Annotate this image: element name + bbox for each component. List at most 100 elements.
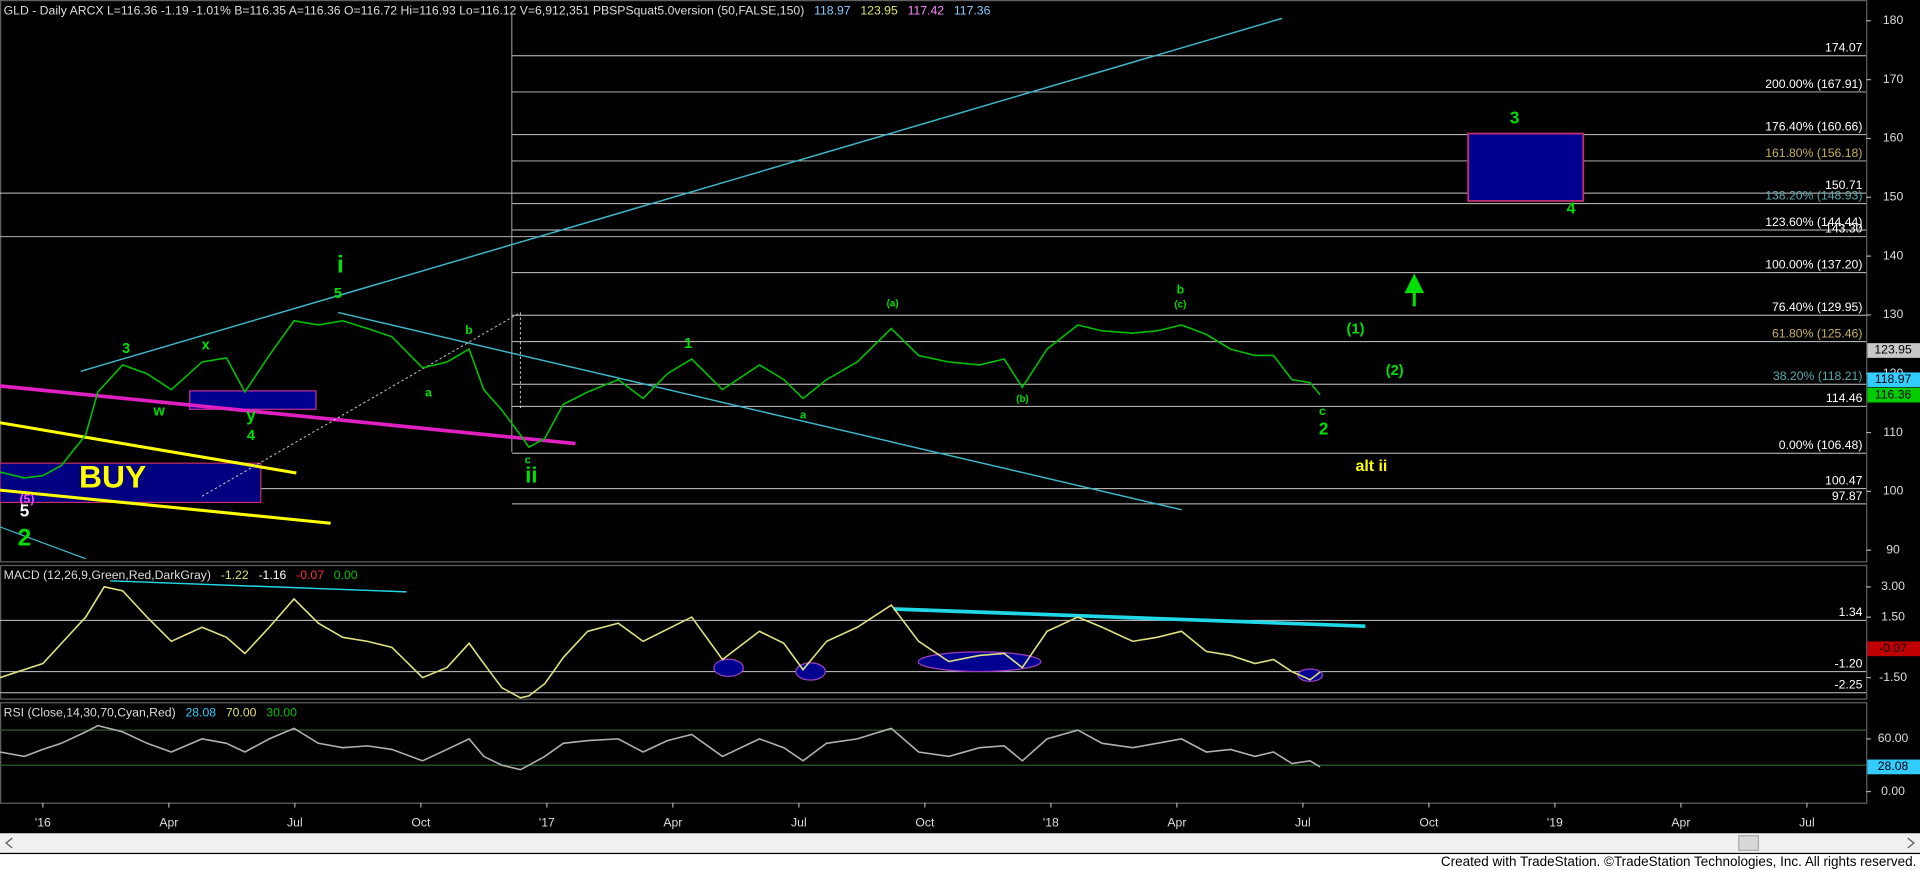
level-label: 1.34 <box>1839 605 1863 619</box>
wave-label: a <box>425 386 432 400</box>
highlight <box>713 658 744 678</box>
wave-label: (a) <box>887 298 899 309</box>
header-value: -1.16 <box>258 568 286 582</box>
trend-line <box>893 607 1366 628</box>
level-label: 76.40% (129.95) <box>1772 300 1862 314</box>
x-tick-label: '19 <box>1547 816 1563 830</box>
wave-label: 5 <box>20 501 30 521</box>
arrow-up <box>1404 273 1425 307</box>
wave-label: 4 <box>247 428 256 444</box>
footer-strip <box>0 854 1920 870</box>
x-tick-label: '17 <box>539 816 555 830</box>
header-value: 117.36 <box>954 3 991 17</box>
scroll-right[interactable] <box>1907 837 1915 849</box>
header-value: 70.00 <box>226 705 257 719</box>
wave-zone <box>189 390 317 410</box>
channel-line <box>0 421 297 475</box>
wave-label: 3 <box>1510 107 1520 127</box>
axis-marker-label: 123.95 <box>1874 343 1912 357</box>
scroll-thumb[interactable] <box>1738 835 1759 852</box>
wave-label: c <box>525 455 531 467</box>
trend-line <box>337 311 1182 511</box>
wave-label: alt ii <box>1356 458 1388 475</box>
x-tick-label: Apr <box>663 816 682 830</box>
level-label: 174.07 <box>1825 41 1863 55</box>
wave-label: x <box>202 337 211 353</box>
wave-label: a <box>800 409 807 421</box>
channel-line <box>80 17 1283 372</box>
x-tick-label: Apr <box>1671 816 1690 830</box>
axis-marker <box>1867 387 1920 403</box>
panel-border <box>0 702 1868 804</box>
y-tick-label: 150 <box>1883 190 1904 204</box>
axis-marker <box>1867 759 1920 775</box>
x-tick-label: Apr <box>159 816 178 830</box>
y-tick-label: 140 <box>1883 248 1904 262</box>
level-label: 61.80% (125.46) <box>1772 327 1862 341</box>
wave-label: b <box>1177 283 1184 297</box>
level-label: 114.46 <box>1826 391 1863 405</box>
y-tick-label: 180 <box>1883 13 1904 27</box>
wave-label: (2) <box>1386 363 1404 379</box>
level-label: 176.40% (160.66) <box>1765 119 1862 133</box>
level-label: 97.87 <box>1832 489 1863 503</box>
series-line <box>0 319 1321 479</box>
header-value: 123.95 <box>860 3 898 17</box>
x-tick-label: Oct <box>1419 816 1439 830</box>
footer: Created with TradeStation. ©TradeStation… <box>1441 854 1916 869</box>
axis-marker <box>1867 343 1920 358</box>
x-tick-label: '16 <box>35 816 51 830</box>
x-tick-label: Jul <box>1295 816 1311 830</box>
scrollbar[interactable] <box>0 833 1920 853</box>
wave-label: (b) <box>1016 394 1028 405</box>
level-label: 100.00% (137.20) <box>1765 257 1862 271</box>
level-label: 150.71 <box>1825 178 1863 192</box>
panel-title: MACD (12,26,9,Green,Red,DarkGray) <box>4 568 211 582</box>
y-tick-label: 3.00 <box>1881 579 1905 593</box>
x-tick-label: Oct <box>411 816 431 830</box>
wave-label: i <box>337 251 344 278</box>
wave-label: 2 <box>18 525 32 552</box>
wave-label: ii <box>525 462 537 487</box>
wave-label: (c) <box>1174 300 1186 311</box>
wave-label: (1) <box>1347 321 1365 337</box>
series-line <box>0 585 1321 699</box>
highlight <box>1297 668 1324 682</box>
target-zone <box>1467 132 1585 202</box>
y-tick-label: 1.50 <box>1881 609 1905 623</box>
x-tick-label: Jul <box>791 816 807 830</box>
channel-line <box>0 384 576 446</box>
y-tick-label: 100 <box>1883 484 1904 498</box>
series-line <box>0 724 1321 771</box>
x-tick-label: Oct <box>915 816 935 830</box>
level-label: 138.20% (148.93) <box>1765 188 1862 202</box>
x-tick-label: '18 <box>1043 816 1059 830</box>
axis-marker-label: 28.08 <box>1878 759 1909 773</box>
y-tick-label: 0.00 <box>1881 784 1905 798</box>
x-tick-label: Jul <box>287 816 303 830</box>
level-label: -1.20 <box>1835 656 1863 670</box>
axis-marker <box>1867 372 1920 388</box>
wave-label: BUY <box>79 459 146 495</box>
highlight <box>917 651 1042 673</box>
wave-label: 5 <box>334 286 342 302</box>
panel-title: RSI (Close,14,30,70,Cyan,Red) <box>4 705 176 719</box>
y-tick-label: -1.50 <box>1879 670 1907 684</box>
panel-border <box>0 564 1868 700</box>
scroll-left[interactable] <box>5 837 13 849</box>
y-tick-label: 90 <box>1886 542 1900 556</box>
panel-border <box>0 0 1868 563</box>
header-value: 28.08 <box>185 705 216 719</box>
level-label: 143.30 <box>1825 222 1863 236</box>
y-tick-label: 110 <box>1883 425 1903 439</box>
axis-marker-label: -0.07 <box>1879 641 1907 655</box>
header-value: 30.00 <box>266 705 297 719</box>
level-label: 100.47 <box>1825 474 1863 488</box>
wave-label: 1 <box>684 336 692 352</box>
wave-label: c <box>1319 404 1326 418</box>
level-label: 123.60% (144.44) <box>1765 215 1862 229</box>
wave-label: y <box>246 405 256 425</box>
wave-label: 4 <box>1567 201 1576 218</box>
